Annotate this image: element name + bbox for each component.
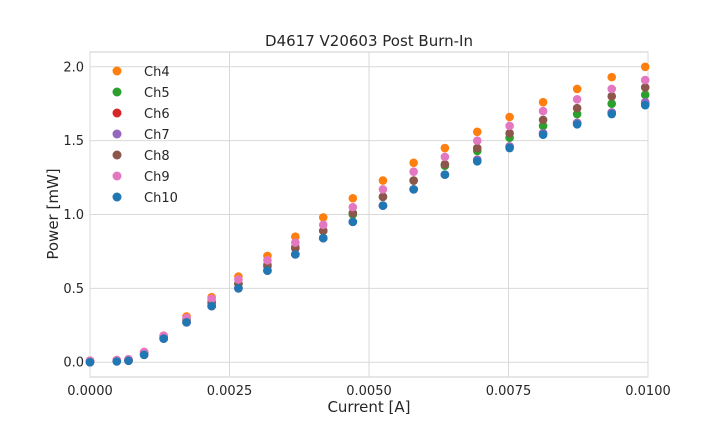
data-point-ch8 [538, 115, 548, 125]
data-point-ch4 [572, 84, 582, 94]
data-point-ch8 [505, 128, 514, 138]
legend-marker-ch9 [112, 171, 122, 181]
data-point-ch10 [124, 356, 133, 366]
data-point-ch10 [348, 217, 358, 227]
x-axis-ticks: 0.0000 0.0025 0.0050 0.0075 0.0100 [67, 384, 671, 399]
data-point-ch9 [607, 84, 617, 94]
data-point-ch9 [348, 202, 358, 212]
y-tick-label: 0.5 [63, 282, 84, 297]
data-point-ch10 [409, 185, 418, 194]
data-point-ch5 [538, 121, 548, 131]
x-tick-label: 0.0000 [67, 384, 113, 399]
data-point-ch10 [112, 357, 122, 366]
legend-label-ch7: Ch7 [144, 128, 170, 143]
series-ch10 [85, 100, 650, 367]
data-point-ch10 [159, 334, 168, 343]
data-point-ch4 [409, 158, 418, 168]
data-point-ch8 [318, 226, 328, 236]
legend-label-ch4: Ch4 [144, 65, 170, 80]
x-tick-label: 0.0100 [625, 384, 671, 399]
legend-marker-ch7 [112, 129, 122, 139]
data-point-ch10 [85, 357, 95, 367]
data-point-ch10 [263, 266, 272, 275]
data-point-ch5 [640, 90, 650, 100]
data-point-ch9 [409, 167, 418, 176]
data-point-ch9 [263, 255, 272, 265]
data-point-ch9 [234, 275, 243, 284]
data-point-ch4 [538, 97, 548, 107]
legend-label-ch8: Ch8 [144, 149, 170, 164]
data-point-ch9 [207, 294, 216, 304]
data-point-ch9 [572, 94, 582, 104]
data-point-ch10 [472, 157, 482, 166]
data-point-ch4 [440, 143, 450, 153]
y-tick-label: 1.5 [63, 134, 84, 149]
data-point-ch10 [572, 120, 582, 129]
data-point-ch9 [472, 136, 482, 145]
y-axis-ticks: 0.0 0.5 1.0 1.5 2.0 [63, 60, 84, 370]
legend-marker-ch8 [112, 150, 122, 160]
data-point-ch8 [440, 159, 450, 169]
x-axis-label: Current [A] [327, 398, 410, 416]
data-point-ch10 [207, 301, 216, 311]
data-point-ch9 [440, 152, 450, 162]
grid [89, 52, 649, 377]
data-point-ch10 [538, 130, 548, 140]
data-point-ch4 [640, 62, 650, 72]
data-point-ch8 [378, 192, 388, 202]
data-point-ch8 [409, 176, 418, 185]
x-tick-label: 0.0025 [207, 384, 253, 399]
x-tick-label: 0.0075 [486, 384, 532, 399]
data-point-ch9 [505, 121, 514, 131]
data-point-ch10 [505, 143, 514, 153]
legend: Ch4 Ch5 Ch6 Ch7 Ch8 Ch9 Ch10 [112, 65, 178, 206]
data-point-ch4 [318, 213, 328, 222]
data-point-ch10 [640, 100, 650, 110]
data-point-ch5 [572, 109, 582, 119]
data-point-ch4 [505, 112, 514, 122]
data-point-ch9 [378, 185, 388, 194]
legend-marker-ch5 [112, 87, 122, 97]
y-tick-label: 0.0 [63, 356, 84, 371]
legend-label-ch10: Ch10 [144, 191, 178, 206]
data-point-ch10 [378, 201, 388, 210]
data-point-ch4 [378, 176, 388, 185]
data-point-ch4 [348, 193, 358, 203]
data-point-ch9 [538, 106, 548, 116]
data-point-ch10 [234, 284, 243, 293]
legend-label-ch9: Ch9 [144, 170, 170, 185]
legend-marker-ch4 [112, 66, 122, 76]
data-point-ch9 [291, 238, 300, 247]
y-axis-label: Power [mW] [44, 168, 62, 259]
legend-label-ch6: Ch6 [144, 107, 170, 122]
y-tick-label: 2.0 [63, 60, 84, 75]
data-point-ch10 [182, 318, 191, 327]
data-point-ch4 [472, 127, 482, 137]
legend-label-ch5: Ch5 [144, 86, 170, 101]
legend-marker-ch6 [112, 108, 122, 118]
data-point-ch8 [291, 244, 300, 253]
data-point-ch5 [607, 99, 617, 109]
data-point-ch4 [291, 232, 300, 241]
data-point-ch10 [318, 233, 328, 243]
chart-title: D4617 V20603 Post Burn-In [265, 32, 473, 50]
data-point-ch9 [640, 75, 650, 85]
x-tick-label: 0.0050 [346, 384, 392, 399]
data-point-ch9 [318, 220, 328, 230]
y-tick-label: 1.0 [63, 208, 84, 223]
data-point-ch10 [139, 350, 149, 360]
data-point-ch10 [291, 250, 300, 259]
data-point-ch8 [572, 103, 582, 113]
data-point-ch8 [640, 83, 650, 92]
data-point-ch8 [607, 92, 617, 101]
data-point-ch10 [607, 109, 617, 119]
data-points [85, 62, 650, 367]
data-point-ch8 [472, 143, 482, 153]
data-point-ch10 [440, 170, 450, 179]
data-point-ch8 [348, 208, 358, 218]
legend-marker-ch10 [112, 192, 122, 202]
data-point-ch4 [607, 72, 617, 82]
